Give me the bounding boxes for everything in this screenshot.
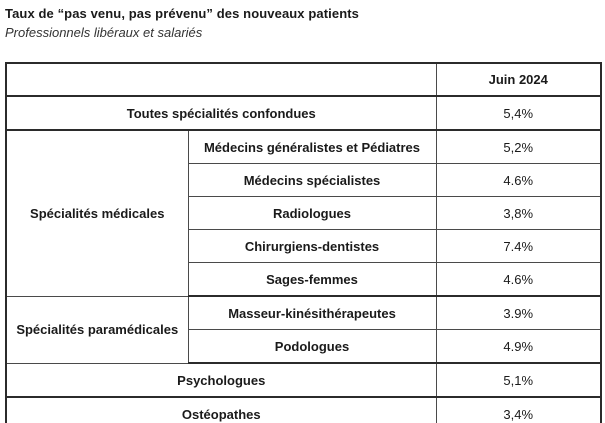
table-header-row: Juin 2024: [5, 62, 602, 97]
table-row-podiatrists: Podologues 4.9%: [6, 329, 602, 364]
page-subtitle: Professionnels libéraux et salariés: [5, 25, 203, 40]
no-show-rates-table: Juin 2024 Toutes spécialités confondues …: [5, 62, 602, 423]
specialty-label: Médecins généralistes et Pédiatres: [187, 129, 437, 164]
table-row-osteopaths: Ostéopathes 3,4%: [5, 396, 602, 423]
specialty-value: 4.6%: [435, 163, 602, 197]
specialty-label: Sages-femmes: [187, 262, 437, 297]
table-row-psychologists: Psychologues 5,1%: [5, 362, 602, 398]
all-specialties-label: Toutes spécialités confondues: [5, 95, 437, 131]
specialty-value: 4.6%: [435, 262, 602, 297]
specialty-value: 7.4%: [435, 229, 602, 263]
specialty-label: Chirurgiens-dentistes: [187, 229, 437, 263]
specialty-value: 4.9%: [435, 329, 602, 364]
group-label-paramedical: Spécialités paramédicales: [5, 295, 189, 364]
page-title: Taux de “pas venu, pas prévenu” des nouv…: [5, 6, 359, 21]
specialty-label: Médecins spécialistes: [187, 163, 437, 197]
specialty-value: 5,2%: [435, 129, 602, 164]
table-row-all-specialties: Toutes spécialités confondues 5,4%: [5, 95, 602, 131]
table-row-specialist-doctors: Médecins spécialistes 4.6%: [6, 163, 602, 197]
table-row-midwives: Sages-femmes 4.6%: [6, 262, 602, 297]
specialty-value: 3,8%: [435, 196, 602, 230]
table-row-physiotherapists: Spécialités paramédicales Masseur-kinési…: [5, 295, 602, 364]
all-specialties-value: 5,4%: [435, 95, 602, 131]
specialty-value: 3,4%: [435, 396, 602, 423]
table-row-radiologists: Radiologues 3,8%: [6, 196, 602, 230]
specialty-label: Masseur-kinésithérapeutes: [187, 295, 437, 330]
specialty-label: Podologues: [187, 329, 437, 364]
table-row-general-practitioners: Spécialités médicales Médecins généralis…: [5, 129, 602, 297]
specialty-value: 5,1%: [435, 362, 602, 398]
specialty-label: Radiologues: [187, 196, 437, 230]
group-label-medical: Spécialités médicales: [5, 129, 189, 297]
specialty-label: Psychologues: [5, 362, 437, 398]
specialty-label: Ostéopathes: [5, 396, 437, 423]
header-empty-cell: [5, 62, 437, 97]
table-row-dentists: Chirurgiens-dentistes 7.4%: [6, 229, 602, 263]
column-header-period: Juin 2024: [435, 62, 602, 97]
specialty-value: 3.9%: [435, 295, 602, 330]
